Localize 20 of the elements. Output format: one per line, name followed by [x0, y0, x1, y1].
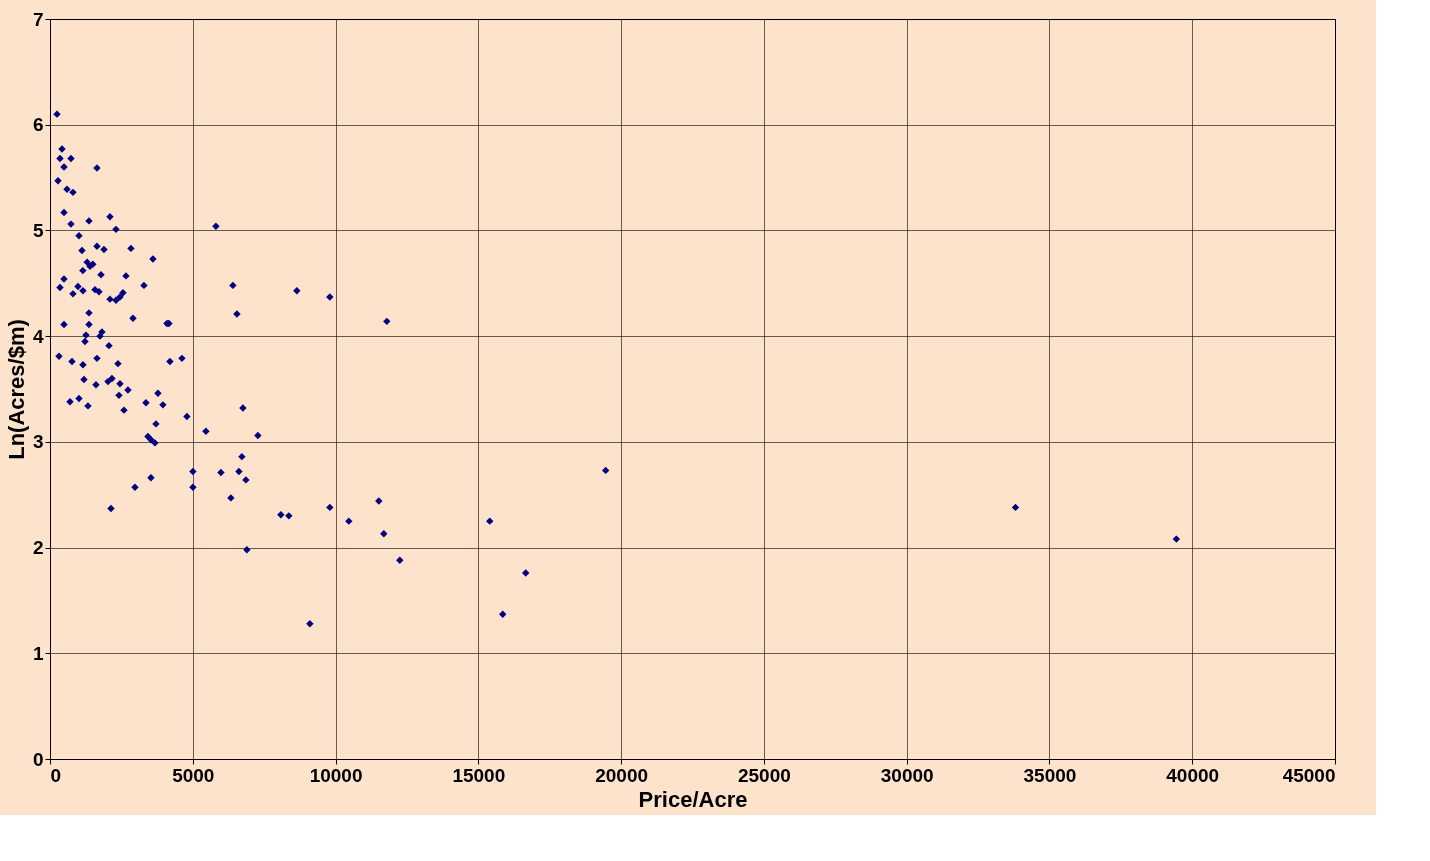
y-tick-label: 3: [32, 431, 44, 453]
y-tick-label: 0: [32, 748, 44, 770]
x-tick-label: 40000: [1166, 764, 1220, 786]
x-tick-label: 0: [50, 764, 62, 786]
y-axis-title: Ln(Acres/$m): [3, 319, 29, 460]
y-tick-label: 1: [32, 642, 44, 664]
y-tick-label: 2: [32, 537, 44, 559]
x-tick-label: 20000: [595, 764, 649, 786]
y-tick-label: 4: [32, 325, 44, 347]
y-tick-label: 5: [32, 219, 44, 241]
x-axis-title: Price/Acre: [638, 786, 748, 812]
x-tick-label: 35000: [1023, 764, 1077, 786]
y-tick-label: 6: [32, 114, 44, 136]
x-tick-label: 15000: [452, 764, 506, 786]
x-tick-label: 10000: [309, 764, 363, 786]
x-tick-label: 25000: [737, 764, 791, 786]
y-tick-label: 7: [32, 8, 44, 30]
x-tick-label: 30000: [880, 764, 934, 786]
x-tick-label: 5000: [172, 764, 215, 786]
x-tick-label: 45000: [1282, 764, 1336, 786]
